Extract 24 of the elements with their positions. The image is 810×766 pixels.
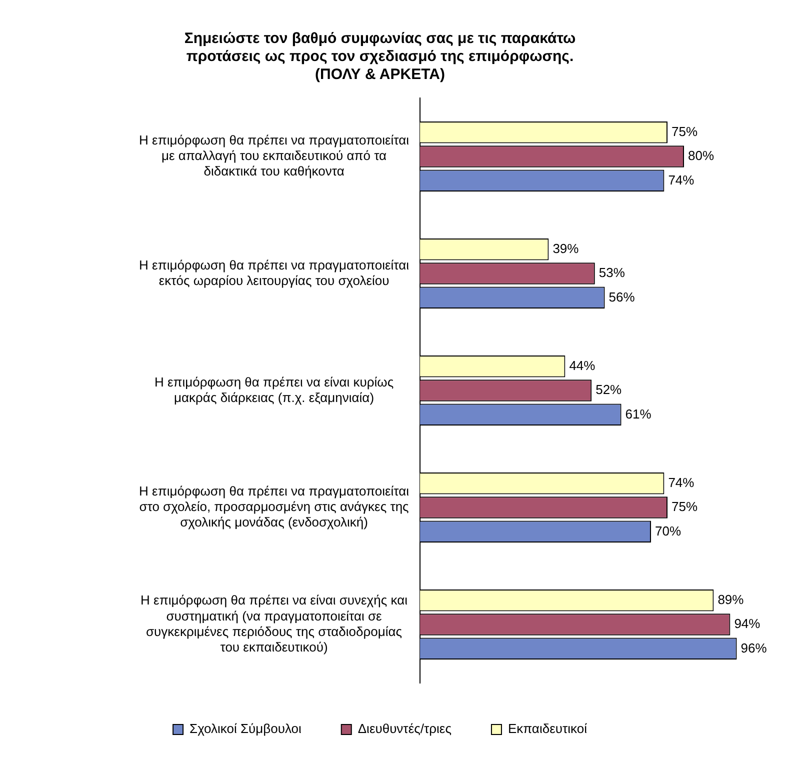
- data-label: 70%: [655, 523, 682, 538]
- data-label: 39%: [552, 240, 580, 256]
- y-tick-label: Η επιμόρφωση θα πρέπει να πραγματοποιείται στο σχολείο, προσαρμοσμένη στις ανάγκες της σχολικής μονάδας (ενδοσχολική): [139, 483, 410, 530]
- data-label: 80%: [688, 148, 714, 164]
- data-label: 94%: [734, 616, 761, 632]
- legend-label: Σχολικοί Σύμβουλοι: [190, 721, 302, 736]
- data-label: 96%: [740, 640, 768, 656]
- data-label: 75%: [672, 124, 698, 139]
- data-label: 74%: [668, 474, 695, 490]
- y-tick-label: Η επιμόρφωση θα πρέπει να πραγματοποιείται εκτός ωραρίου λειτουργίας του σχολείου: [139, 257, 410, 288]
- data-label: 44%: [569, 358, 596, 373]
- data-label: 53%: [598, 265, 626, 280]
- data-label: 61%: [625, 406, 652, 422]
- data-label: 89%: [718, 592, 744, 607]
- y-tick-label: Η επιμόρφωση θα πρέπει να είναι κυρίως μακράς διάρκειας (π.χ. εξαμηνιαία): [154, 374, 394, 405]
- data-label: 74%: [668, 172, 695, 188]
- y-tick-label: Η επιμόρφωση θα πρέπει να πραγματοποιείται με απαλλαγή του εκπαιδευτικού από τα διδακτικά του καθήκοντα: [139, 132, 410, 179]
- data-label: 56%: [608, 289, 636, 304]
- chart-title: Σημειώστε τον βαθμό συμφωνίας σας με τις παρακάτω προτάσεις ως προς τον σχεδιασμό της επιμόρφωσης. (ΠΟΛΥ & ΑΡΚΕΤΑ): [184, 30, 576, 84]
- legend-label: Εκπαιδευτικοί: [508, 721, 588, 736]
- legend-label: Διευθυντές/τριες: [358, 721, 452, 736]
- data-label: 52%: [596, 382, 622, 398]
- data-label: 75%: [672, 499, 698, 514]
- y-tick-label: Η επιμόρφωση θα πρέπει να είναι συνεχής και συστηματική (να πραγματοποιείται σε συγκεκριμένες περιόδους της σταδιοδρομίας του εκπαιδευτικού): [140, 592, 408, 654]
